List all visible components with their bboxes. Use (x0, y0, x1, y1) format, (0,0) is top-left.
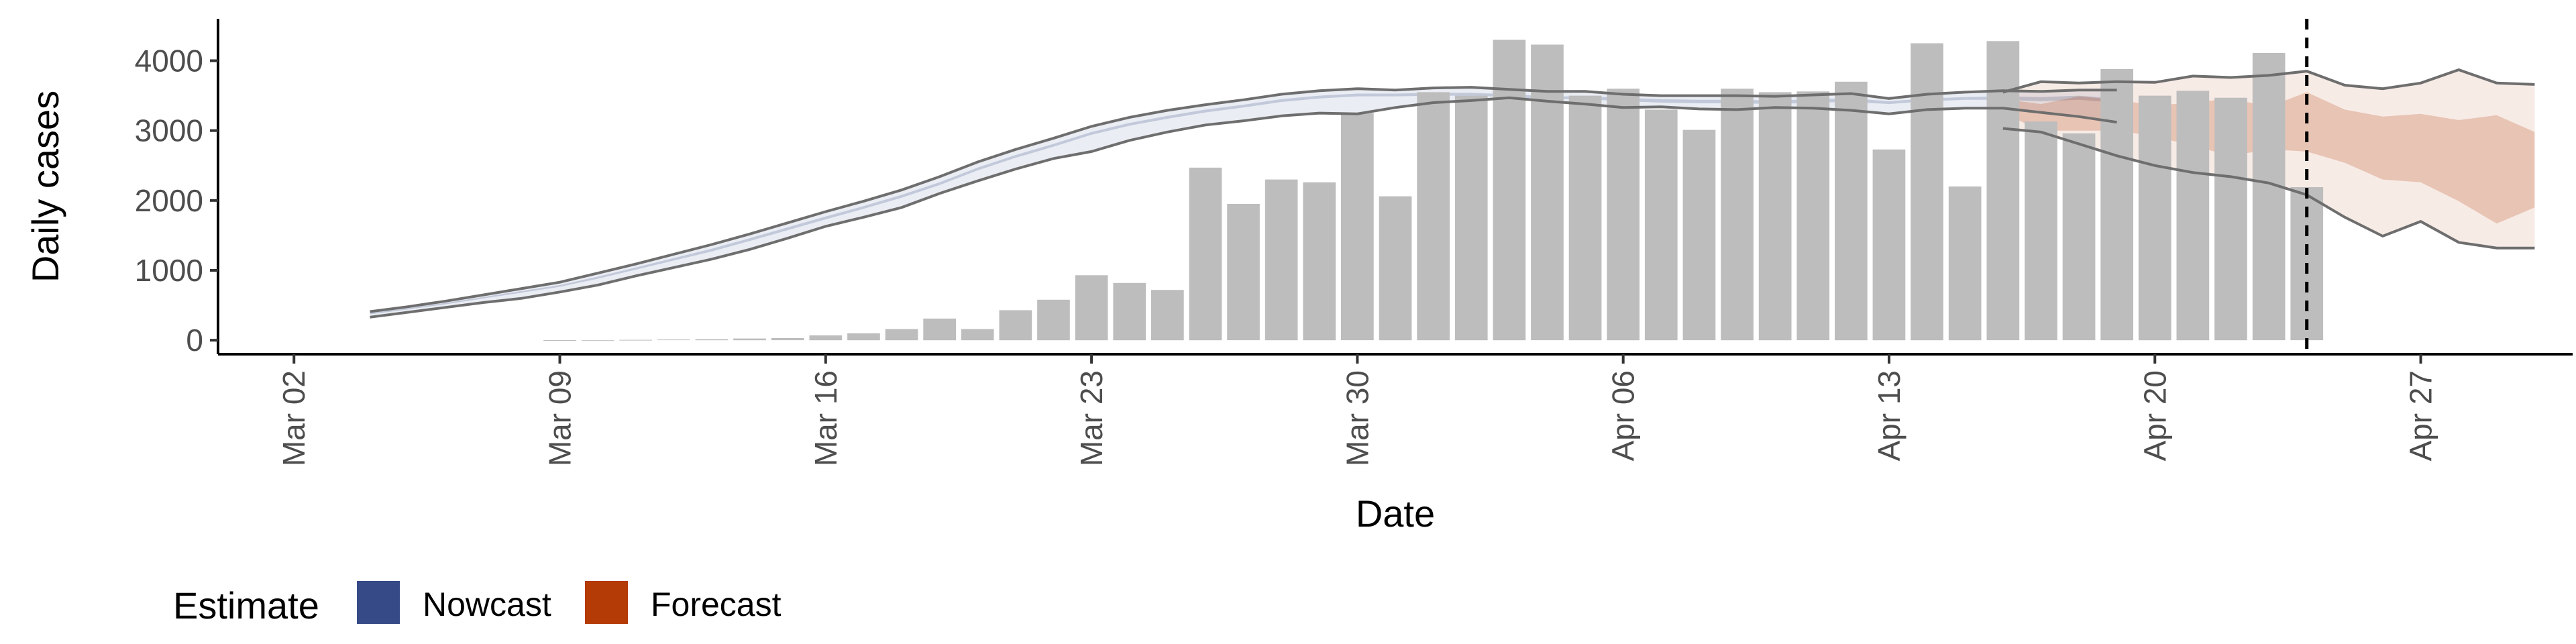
reported-cases-bar (2252, 53, 2286, 341)
reported-cases-bar (1454, 95, 1488, 341)
y-axis-ticks: 0 1000 2000 3000 4000 (135, 44, 218, 358)
legend-label-nowcast: Nowcast (423, 586, 551, 623)
legend: Estimate Nowcast Forecast (173, 581, 782, 627)
reported-cases-bar (961, 329, 994, 341)
reported-cases-bar (657, 339, 690, 341)
reported-cases-bar (1075, 275, 1108, 341)
reported-cases-bar (1568, 95, 1602, 341)
estimate-bands (370, 70, 2535, 317)
reported-cases-bar (2062, 133, 2096, 341)
reported-cases-bar (619, 339, 653, 341)
reported-cases-bar (2214, 97, 2247, 341)
legend-label-forecast: Forecast (651, 586, 782, 623)
reported-cases-bar (1113, 282, 1146, 341)
reported-cases-bar (1835, 81, 1868, 341)
x-tick-label: Mar 30 (1340, 370, 1375, 466)
x-tick-label: Mar 02 (276, 370, 311, 466)
reported-cases-bar (1151, 290, 1184, 341)
x-tick-label: Apr 13 (1872, 370, 1907, 462)
forecast-upper-line (2002, 68, 2535, 94)
x-tick-label: Mar 23 (1074, 370, 1109, 466)
reported-cases-bar (1417, 92, 1450, 341)
forecast-lower-line (2002, 127, 2535, 250)
reported-cases-bar (923, 318, 956, 341)
reported-cases-bar (1341, 113, 1374, 341)
estimate-bound-lines (370, 68, 2535, 319)
reported-cases-bar (1189, 167, 1222, 341)
reported-cases-bar (809, 335, 843, 341)
reported-cases-bar (1872, 149, 1906, 341)
reported-cases-bar (581, 340, 614, 341)
x-axis-title: Date (1356, 492, 1435, 535)
reported-cases-bar (1379, 196, 1412, 341)
reported-cases-bar (2100, 69, 2133, 341)
reported-cases-bar (1607, 89, 1640, 341)
reported-cases-bar (771, 338, 804, 341)
y-tick-label: 4000 (135, 44, 203, 78)
y-axis-title: Daily cases (24, 91, 66, 282)
reported-cases-bar (1303, 182, 1336, 341)
reported-cases-bar (1037, 299, 1070, 341)
y-tick-label: 1000 (135, 253, 203, 288)
reported-cases-bar (695, 339, 729, 341)
x-tick-label: Mar 09 (543, 370, 578, 466)
legend-key-forecast (585, 581, 628, 624)
legend-title: Estimate (173, 584, 319, 627)
reported-cases-bar (1493, 40, 1526, 341)
reported-cases-bar (2138, 95, 2171, 341)
reported-cases-bar (2176, 91, 2210, 341)
x-tick-label: Apr 20 (2137, 370, 2172, 462)
y-tick-label: 3000 (135, 113, 203, 148)
reported-cases-bar (1227, 204, 1260, 341)
reported-cases-bar (1948, 186, 1982, 341)
reported-cases-bar (1986, 41, 2020, 341)
x-tick-label: Apr 06 (1606, 370, 1641, 462)
y-tick-label: 0 (186, 323, 203, 358)
reported-cases-bar (1911, 43, 1943, 341)
reported-cases-bar (733, 338, 766, 341)
x-tick-label: Apr 27 (2404, 370, 2438, 462)
reported-cases-bars (543, 40, 2324, 341)
reported-cases-bar (1758, 92, 1792, 341)
y-tick-label: 2000 (135, 183, 203, 218)
nowcast-upper-line (370, 86, 2117, 313)
legend-key-nowcast (357, 581, 400, 624)
reported-cases-bar (885, 329, 918, 341)
reported-cases-bar (847, 333, 880, 341)
reported-cases-bar (1265, 179, 1298, 341)
nowcast-lower-line (370, 96, 2117, 319)
reported-cases-bar (1644, 109, 1678, 341)
reported-cases-bar (999, 310, 1032, 341)
reported-cases-bar (1531, 44, 1564, 341)
x-tick-label: Mar 16 (808, 370, 843, 466)
reported-cases-bar (1682, 129, 1716, 341)
forecast-inner-band (2002, 92, 2535, 224)
x-axis-ticks: Mar 02 Mar 09 Mar 16 Mar 23 Mar 30 Apr 06 Apr … (276, 354, 2438, 466)
reported-cases-bar (1796, 91, 1830, 341)
reported-cases-bar (543, 340, 576, 341)
reported-cases-bar (2025, 121, 2057, 341)
reported-cases-bar (1721, 89, 1754, 341)
